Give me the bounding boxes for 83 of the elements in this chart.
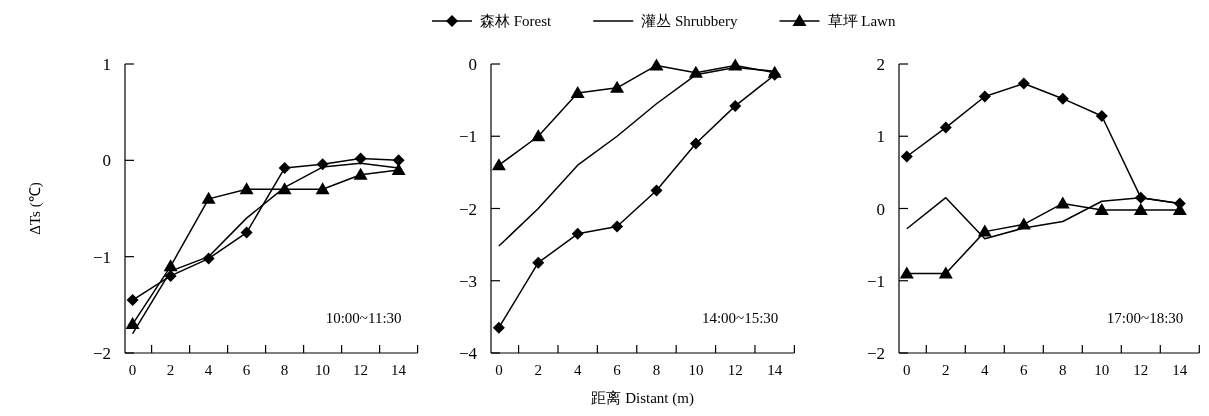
point xyxy=(1094,202,1109,215)
annotation: 14:00~15:30 xyxy=(701,310,779,326)
point xyxy=(315,182,330,195)
x-axis-title: 距离 Distant (m) xyxy=(591,390,694,407)
point xyxy=(126,294,139,307)
point xyxy=(1016,217,1031,230)
y-tick-label: −2 xyxy=(92,344,111,363)
x-tick-label: 6 xyxy=(613,362,622,378)
point xyxy=(239,182,254,195)
x-tick-label: 12 xyxy=(1133,362,1149,378)
point xyxy=(1095,110,1108,123)
x-tick-label: 8 xyxy=(280,362,289,378)
x-tick-label: 0 xyxy=(903,362,911,378)
point xyxy=(492,321,505,334)
point xyxy=(570,85,585,98)
x-tick-label: 10 xyxy=(1094,362,1110,378)
annotation: 10:00~11:30 xyxy=(325,310,402,326)
x-tick-label: 10 xyxy=(688,362,704,378)
y-tick-label: −1 xyxy=(866,271,885,291)
point xyxy=(611,220,624,233)
y-axis-title: ΔTs (℃) xyxy=(27,182,44,235)
point xyxy=(939,121,952,134)
x-tick-label: 2 xyxy=(942,362,950,378)
legend-label: 森林 Forest xyxy=(480,13,553,29)
legend-label: 草坪 Lawn xyxy=(827,13,896,29)
point xyxy=(531,129,546,142)
x-tick-label: 14 xyxy=(767,362,783,378)
x-tick-label: 8 xyxy=(1059,362,1067,378)
x-tick-label: 12 xyxy=(727,362,743,378)
y-tick-label: −1 xyxy=(458,127,477,147)
y-tick-label: 0 xyxy=(876,199,885,219)
point xyxy=(163,259,178,272)
x-tick-label: 2 xyxy=(166,362,175,378)
y-tick-label: −3 xyxy=(458,271,477,291)
point xyxy=(354,152,367,165)
x-tick-label: 10 xyxy=(315,362,331,378)
y-tick-label: 1 xyxy=(876,127,885,147)
y-tick-label: 1 xyxy=(102,55,111,74)
y-tick-label: −2 xyxy=(866,344,885,363)
x-tick-label: 14 xyxy=(1172,362,1188,378)
point xyxy=(610,80,625,93)
point xyxy=(1056,92,1069,105)
legend-label: 灌丛 Shrubbery xyxy=(641,13,738,29)
point xyxy=(1133,202,1148,215)
point xyxy=(938,266,953,279)
point xyxy=(688,65,703,78)
y-tick-label: 0 xyxy=(102,151,111,171)
point xyxy=(125,317,140,330)
point xyxy=(571,227,584,240)
x-tick-label: 4 xyxy=(573,362,582,378)
point xyxy=(532,256,545,269)
point xyxy=(728,58,743,71)
x-tick-label: 2 xyxy=(534,362,543,378)
point xyxy=(729,99,742,112)
point xyxy=(899,266,914,279)
y-tick-label: −1 xyxy=(92,247,111,267)
point xyxy=(491,158,506,171)
x-tick-label: 4 xyxy=(981,362,990,378)
point xyxy=(978,90,991,103)
point xyxy=(649,58,664,71)
x-tick-label: 12 xyxy=(353,362,369,378)
x-tick-label: 8 xyxy=(652,362,661,378)
point xyxy=(900,150,913,163)
point xyxy=(278,162,291,175)
x-tick-label: 0 xyxy=(495,362,503,378)
x-tick-label: 0 xyxy=(128,362,137,378)
y-tick-label: −4 xyxy=(458,344,478,363)
point xyxy=(689,137,702,150)
point xyxy=(1055,196,1070,209)
annotation: 17:00~18:30 xyxy=(1106,310,1184,326)
x-tick-label: 14 xyxy=(391,362,407,378)
y-tick-label: 0 xyxy=(468,55,477,74)
x-tick-label: 6 xyxy=(242,362,251,378)
point xyxy=(650,184,663,197)
point xyxy=(1017,77,1030,90)
y-tick-label: 2 xyxy=(876,55,885,74)
point xyxy=(353,167,368,180)
point xyxy=(977,224,992,237)
y-tick-label: −2 xyxy=(458,199,477,219)
point xyxy=(201,191,216,204)
point xyxy=(240,226,253,239)
x-tick-label: 4 xyxy=(204,362,213,378)
x-tick-label: 6 xyxy=(1020,362,1029,378)
